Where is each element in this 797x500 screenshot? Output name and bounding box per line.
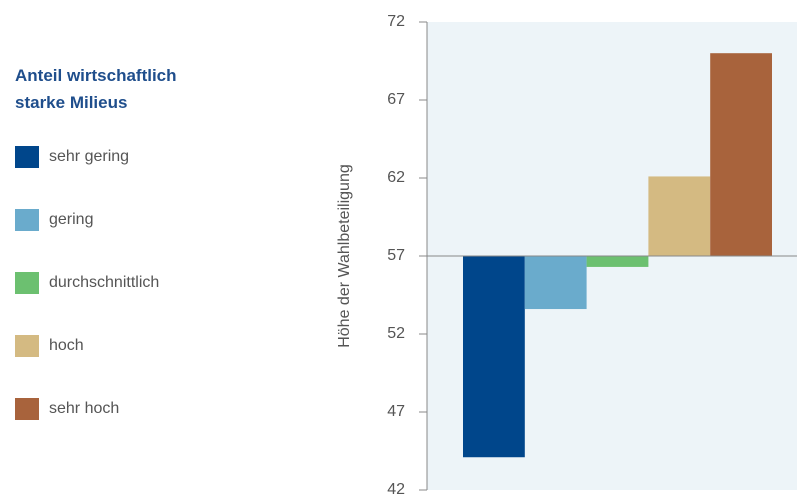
legend-label: sehr gering: [49, 148, 129, 165]
legend-swatch: [15, 209, 39, 231]
legend-label: sehr hoch: [49, 400, 119, 417]
legend-title: Anteil wirtschaftlich starke Milieus: [15, 62, 210, 116]
bar: [525, 256, 587, 309]
bar: [463, 256, 525, 457]
y-axis-label: Höhe der Wahlbeteiligung: [336, 164, 353, 348]
y-tick-label: 42: [387, 481, 405, 498]
legend-swatch: [15, 272, 39, 294]
y-tick-label: 62: [387, 169, 405, 186]
y-tick-label: 67: [387, 91, 405, 108]
y-tick-label: 52: [387, 325, 405, 342]
y-tick-label: 72: [387, 13, 405, 30]
y-tick-label: 57: [387, 247, 405, 264]
legend-label: durchschnittlich: [49, 274, 159, 291]
legend-swatch: [15, 398, 39, 420]
legend-swatch: [15, 146, 39, 168]
bar: [648, 176, 710, 256]
y-tick-label: 47: [387, 403, 405, 420]
legend-label: hoch: [49, 337, 84, 354]
legend-swatch: [15, 335, 39, 357]
bar: [710, 53, 772, 256]
legend-label: gering: [49, 211, 93, 228]
bar: [587, 256, 649, 267]
